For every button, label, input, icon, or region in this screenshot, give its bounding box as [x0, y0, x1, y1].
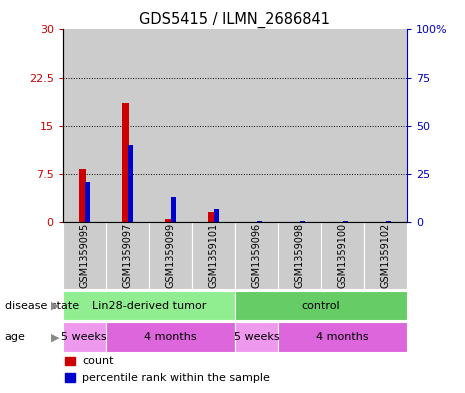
Bar — [128, 145, 133, 222]
Text: GSM1359098: GSM1359098 — [294, 223, 305, 288]
Bar — [106, 222, 149, 289]
Text: GSM1359095: GSM1359095 — [79, 223, 89, 288]
Bar — [106, 322, 235, 352]
Text: 5 weeks: 5 weeks — [61, 332, 107, 342]
Bar — [214, 209, 219, 222]
Bar — [364, 222, 407, 289]
Bar — [63, 222, 106, 289]
Bar — [165, 219, 173, 222]
Bar — [321, 222, 364, 289]
Text: ▶: ▶ — [51, 301, 60, 311]
Bar — [171, 197, 176, 222]
Bar — [149, 29, 192, 222]
Bar — [235, 222, 278, 289]
Text: GSM1359102: GSM1359102 — [380, 223, 391, 288]
Text: GSM1359099: GSM1359099 — [165, 223, 175, 288]
Text: 4 months: 4 months — [144, 332, 197, 342]
Bar — [321, 29, 364, 222]
Text: age: age — [5, 332, 26, 342]
Text: Lin28-derived tumor: Lin28-derived tumor — [92, 301, 206, 310]
Text: 5 weeks: 5 weeks — [233, 332, 279, 342]
Text: disease state: disease state — [5, 301, 79, 311]
Bar — [122, 103, 129, 222]
Bar — [278, 29, 321, 222]
Bar — [63, 29, 106, 222]
Bar — [149, 222, 192, 289]
Title: GDS5415 / ILMN_2686841: GDS5415 / ILMN_2686841 — [140, 12, 330, 28]
Bar — [192, 222, 235, 289]
Text: count: count — [82, 356, 114, 366]
Bar — [63, 291, 235, 320]
Bar — [85, 182, 90, 222]
Bar — [235, 322, 278, 352]
Bar — [278, 322, 407, 352]
Bar — [278, 222, 321, 289]
Text: GSM1359097: GSM1359097 — [122, 223, 133, 288]
Bar — [192, 29, 235, 222]
Bar — [235, 291, 407, 320]
Bar — [79, 169, 86, 222]
Bar — [364, 29, 407, 222]
Text: percentile rank within the sample: percentile rank within the sample — [82, 373, 270, 383]
Bar — [106, 29, 149, 222]
Text: GSM1359096: GSM1359096 — [251, 223, 261, 288]
Bar — [208, 212, 215, 222]
Text: ▶: ▶ — [51, 332, 60, 342]
Bar — [235, 29, 278, 222]
Text: control: control — [301, 301, 340, 310]
Text: GSM1359101: GSM1359101 — [208, 223, 219, 288]
Text: GSM1359100: GSM1359100 — [337, 223, 347, 288]
Text: 4 months: 4 months — [316, 332, 369, 342]
Bar — [63, 322, 106, 352]
